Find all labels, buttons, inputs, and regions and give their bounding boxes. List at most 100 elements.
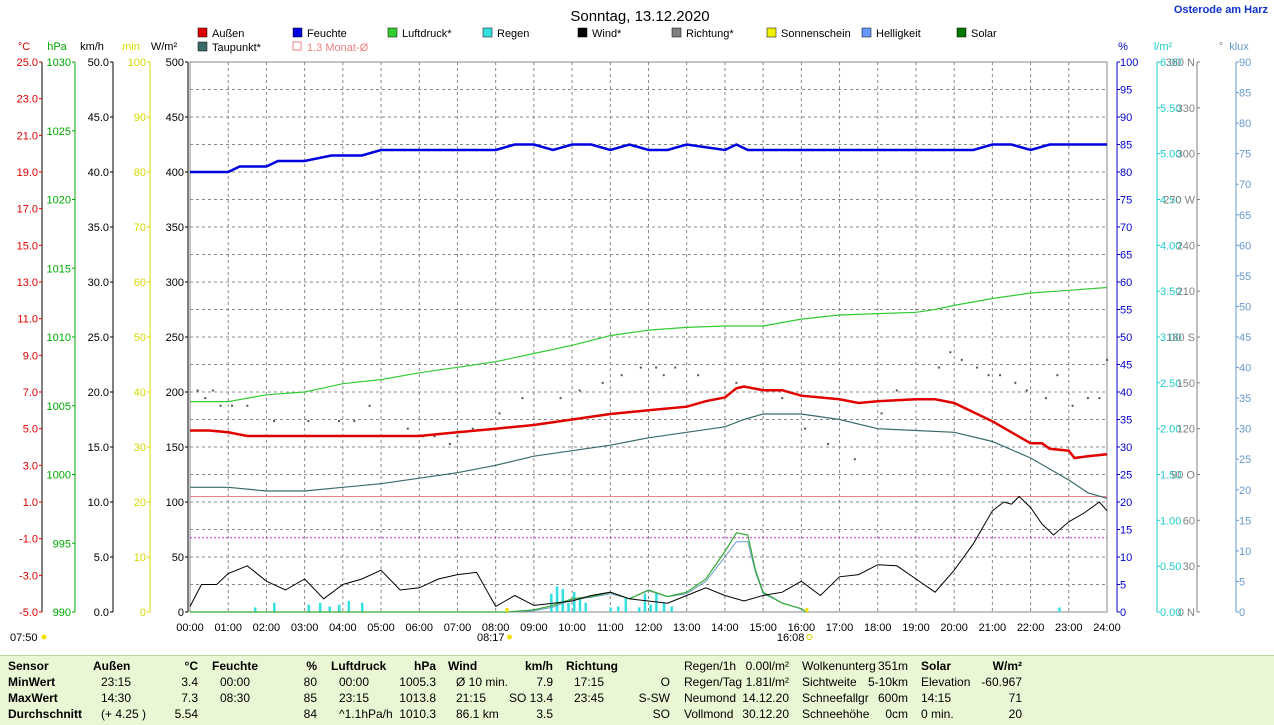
sun-icon — [41, 634, 47, 640]
axis-tick-label: 35 — [1239, 393, 1251, 405]
axis-tick-label: 10 — [1120, 552, 1132, 564]
rain-bar — [616, 606, 620, 612]
x-tick-label: 00:00 — [176, 622, 204, 634]
rain-bar — [253, 607, 257, 612]
axis-tick-label: 40.0 — [88, 167, 109, 179]
grid — [189, 61, 1108, 613]
axis-tick-label: -1.0 — [19, 534, 38, 546]
direction-dot — [196, 389, 199, 392]
footer-row-label: MaxWert — [8, 691, 58, 705]
footer-extra-value: 0cm — [885, 707, 908, 721]
footer-value: 7.3 — [181, 691, 198, 705]
sunrise-marker — [505, 608, 509, 612]
direction-dot — [1014, 381, 1017, 384]
left-axes: °C 25.0 23.0 21.0 19.0 17.0 15.0 13.0 11.0 9.0 7.0… — [17, 41, 189, 619]
x-tick-label: 11:00 — [597, 622, 624, 634]
axis-tick-label: 70 — [134, 222, 146, 234]
footer-extra-value: 0.00l/m² — [745, 659, 789, 673]
axis-tick-label: 6.00 — [1160, 57, 1181, 69]
sunrise-time: 08:17 — [477, 632, 505, 644]
x-tick-label: 10:00 — [558, 622, 586, 634]
axis-tick-label: 90 O — [1171, 470, 1195, 482]
x-tick-label: 07:00 — [444, 622, 472, 634]
axis-tick-label: 1.50 — [1160, 470, 1181, 482]
legend-label: Feuchte — [307, 28, 347, 40]
axis-tick-label: 150 — [166, 442, 184, 454]
x-tick-label: 01:00 — [214, 622, 242, 634]
axis-tick-label: 50 — [134, 332, 146, 344]
axis-tick-label: 19.0 — [17, 167, 38, 179]
direction-dot — [639, 366, 642, 369]
footer-value: O — [660, 675, 670, 689]
x-tick-label: 02:00 — [253, 622, 281, 634]
axis-tick-label: 17.0 — [17, 204, 38, 216]
rain-bar — [662, 602, 666, 612]
axis-tick-label: 45 — [1239, 332, 1251, 344]
footer-value: SO 13.4 — [508, 691, 553, 705]
axis-tick-label: 1020 — [47, 195, 71, 207]
direction-dot — [697, 374, 700, 377]
legend-swatch — [292, 27, 303, 38]
direction-dot — [406, 427, 409, 430]
axis-tick-label: 85 — [1239, 88, 1251, 100]
footer-extra-label: Regen/Tag — [684, 675, 743, 689]
axis-tick-label: 3.00 — [1160, 332, 1181, 344]
footer-row-label: MinWert — [8, 675, 56, 689]
axis-tick-label: 45.0 — [88, 112, 109, 124]
direction-dot — [880, 412, 883, 415]
axis-tick-label: 23.0 — [17, 94, 38, 106]
sunset-icon — [806, 634, 813, 640]
axis-tick-label: 0 — [178, 607, 184, 619]
direction-dot — [433, 435, 436, 438]
footer-time: 21:15 — [456, 691, 487, 705]
footer-time: ^1.1hPa/h — [339, 707, 393, 721]
direction-dot — [231, 404, 234, 407]
axis-tick-label: 90 — [134, 112, 146, 124]
legend-swatch — [577, 27, 588, 38]
axis-tick-label: 30 — [1120, 442, 1132, 454]
footer-extra-label: Neumond — [684, 691, 737, 705]
footer-time: 00:00 — [339, 675, 370, 689]
x-tick-label: 09:00 — [520, 622, 548, 634]
axis-tick-label: 1010 — [47, 332, 71, 344]
x-tick-label: 04:00 — [329, 622, 357, 634]
axis-tick-label: 55 — [1120, 305, 1132, 317]
sunrise-icon — [506, 634, 512, 640]
axis-tick-label: 20 — [1120, 497, 1132, 509]
footer-value: 1005.3 — [399, 675, 436, 689]
axis-tick-label: 20.0 — [88, 387, 109, 399]
direction-dot — [1106, 358, 1108, 361]
axis-tick-label: 25.0 — [17, 57, 38, 69]
axis-tick-label: 25 — [1120, 470, 1132, 482]
x-tick-label: 08:00 — [482, 622, 510, 634]
axis-tick-label: 45 — [1120, 360, 1132, 372]
legend-label: 1.3 Monat-Ø — [307, 42, 369, 54]
footer-extra-value: 14.12.20 — [742, 691, 789, 705]
legend-swatch — [766, 27, 777, 38]
axis-tick-label: 1.00 — [1160, 515, 1181, 527]
axis-tick-label: 150 — [1177, 378, 1195, 390]
footer-value: -60.967 — [981, 675, 1022, 689]
footer-extra-value: 1.81l/m² — [745, 675, 789, 689]
footer-extra-value: 351m — [877, 659, 908, 673]
axis-tick-label: 0 N — [1178, 607, 1195, 619]
rain-bar — [555, 586, 559, 612]
footer-time: 86.1 km — [456, 707, 499, 721]
axis-tick-label: 1030 — [47, 57, 71, 69]
axis-tick-label: 270 W — [1163, 195, 1195, 207]
axis-tick-label: 30.0 — [88, 277, 109, 289]
axis-tick-label: 1005 — [47, 401, 71, 413]
axis-tick-label: 10 — [134, 552, 146, 564]
axis-tick-label: 240 — [1177, 240, 1195, 252]
x-tick-label: 03:00 — [291, 622, 319, 634]
x-tick-label: 23:00 — [1055, 622, 1083, 634]
rain-bar — [567, 602, 570, 612]
axis-tick-label: 100 — [128, 57, 146, 69]
direction-dot — [559, 397, 562, 400]
footer-unit: °C — [184, 659, 198, 673]
rain-bar — [637, 607, 641, 612]
axis-tick-label: 35.0 — [88, 222, 109, 234]
axis-tick-label: 35 — [1120, 415, 1132, 427]
footer-header: Luftdruck — [331, 659, 387, 673]
direction-dot — [456, 435, 459, 438]
